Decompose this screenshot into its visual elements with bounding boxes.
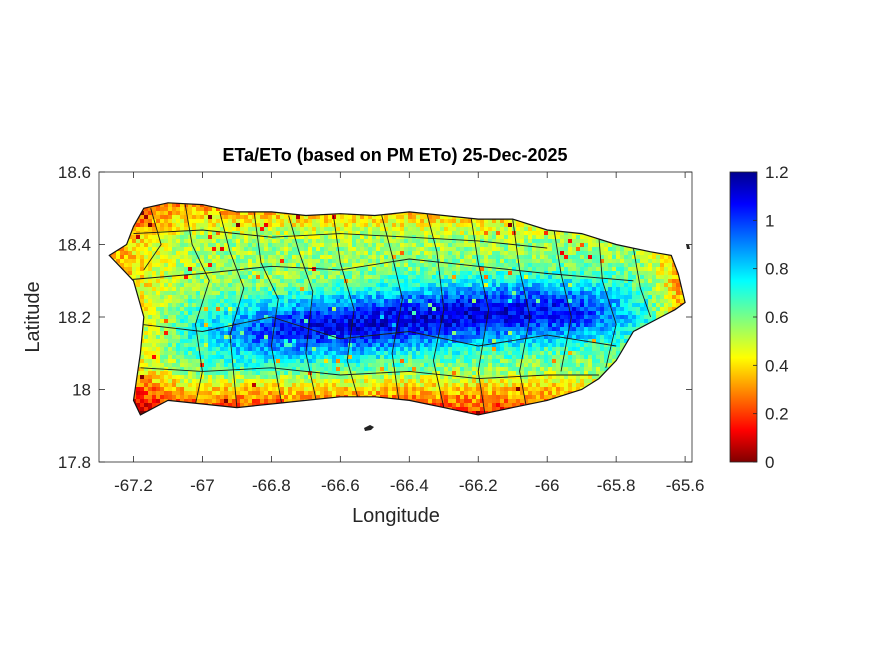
boundary-line [553,229,572,372]
colorbar-tick-label: 1.2 [765,163,789,182]
y-tick-label: 18.2 [58,308,91,327]
y-axis-label: Latitude [22,281,44,352]
x-tick-label: -66.4 [390,476,429,495]
y-tick-label: 18.6 [58,163,91,182]
boundary-line [140,367,599,380]
boundary-line [116,258,634,282]
colorbar-tick-label: 0 [765,453,774,472]
x-tick-label: -65.8 [597,476,636,495]
boundary-line [184,204,210,405]
island-outline [108,202,686,416]
colorbar-tick-label: 0.2 [765,405,789,424]
x-tick-label: -66 [535,476,560,495]
boundary-line [512,219,531,408]
y-tick-label: 17.8 [58,453,91,472]
islet [686,244,690,249]
x-tick-label: -67.2 [114,476,153,495]
x-tick-label: -65.6 [666,476,705,495]
boundary-line [288,215,317,401]
boundary-line [143,208,162,271]
colorbar-tick-label: 0.8 [765,260,789,279]
islet [364,425,374,431]
boundary-line [470,219,490,415]
boundary-line [332,215,359,397]
boundary-line [140,316,617,347]
boundary-line [632,248,652,318]
colorbar-tick-label: 1 [765,211,774,230]
colorbar [729,171,758,463]
boundary-line [598,237,617,368]
x-tick-label: -67 [190,476,215,495]
x-tick-label: -66.2 [459,476,498,495]
x-tick-label: -66.6 [321,476,360,495]
y-tick-label: 18 [72,381,91,400]
boundary-line [219,211,245,408]
colorbar-tick-label: 0.6 [765,308,789,327]
y-tick-label: 18.4 [58,236,91,255]
boundary-line [133,229,548,249]
municipality-boundaries [116,204,652,415]
colorbar-tick-label: 0.4 [765,356,789,375]
x-axis-label: Longitude [352,505,440,527]
boundary-line [381,215,403,401]
boundary-line [253,211,283,405]
chart-title: ETa/ETo (based on PM ETo) 25-Dec-2025 [222,145,567,165]
x-tick-label: -66.8 [252,476,291,495]
